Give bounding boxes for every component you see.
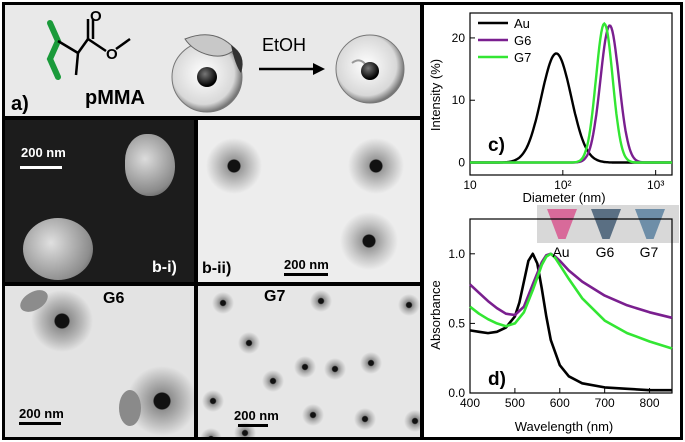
y-tick-label: 1.0 — [448, 247, 465, 261]
tem-particle — [200, 428, 222, 437]
tem-particle — [404, 410, 420, 432]
vials-photo — [537, 205, 679, 243]
scale-label: 200 nm — [21, 145, 66, 160]
particle-after — [335, 34, 405, 104]
panel-b-i: 200 nm b-i) — [2, 117, 197, 285]
panel-d-label: d) — [488, 369, 506, 390]
scale-bar — [20, 166, 62, 169]
vial-label: G6 — [596, 244, 615, 260]
tem-particle — [262, 370, 284, 392]
svg-text:O: O — [90, 11, 102, 25]
x-tick-label: 600 — [550, 396, 570, 410]
series-line-g7 — [469, 252, 673, 350]
panel-a: O O a) pMMA EtOH — [2, 2, 423, 119]
y-axis-label: Absorbance — [428, 280, 443, 349]
panel-b-ii: 200 nm b-ii) — [195, 117, 423, 285]
svg-text:O: O — [106, 46, 118, 63]
tem-particle — [348, 138, 404, 194]
polymer-name: pMMA — [85, 87, 145, 109]
tem-particle — [238, 332, 260, 354]
tem-particle — [340, 212, 398, 270]
arrow-label: EtOH — [262, 35, 307, 55]
scale-bar — [238, 424, 268, 427]
panel-b-ii-label: b-ii) — [202, 260, 232, 277]
plot-frame — [469, 12, 673, 176]
sem-particle — [125, 134, 175, 196]
vial-label: Au — [552, 244, 569, 260]
tem-particle — [398, 294, 420, 316]
x-tick-label: 10 — [463, 178, 477, 192]
y-axis-label: Intensity (%) — [428, 59, 443, 131]
series-line-g7 — [470, 21, 672, 164]
panel-a-label: a) — [11, 93, 29, 115]
y-tick-label: 0 — [458, 156, 465, 170]
panel-g7: G7 200 nm — [195, 283, 423, 440]
panel-b-i-label: b-i) — [152, 259, 177, 276]
tem-particle — [202, 390, 224, 412]
tem-particle — [294, 356, 316, 378]
tem-particle — [302, 404, 324, 426]
x-tick-label: 500 — [505, 396, 525, 410]
panel-g6: G6 200 nm — [2, 283, 197, 440]
y-tick-label: 10 — [452, 93, 466, 107]
scale-bar — [19, 422, 61, 425]
pmma-structure: O O — [46, 11, 131, 80]
tem-particle — [206, 138, 262, 194]
x-tick-label: 10³ — [647, 178, 664, 192]
legend-label: G6 — [514, 33, 531, 48]
x-axis-label: Wavelength (nm) — [515, 419, 614, 434]
tem-particle — [212, 292, 234, 314]
y-tick-label: 20 — [452, 31, 466, 45]
x-tick-label: 800 — [640, 396, 660, 410]
scale-bar — [284, 273, 328, 276]
series-line-g6 — [469, 252, 673, 320]
panel-g7-label: G7 — [264, 288, 286, 305]
chart-d: 400 500 600 700 800 0.0 0.5 1.0 Wavelength (nm)… — [428, 218, 673, 434]
panel-g6-label: G6 — [103, 290, 125, 307]
scale-label: 200 nm — [19, 406, 64, 421]
y-tick-label: 0.5 — [448, 316, 465, 330]
scale-label: 200 nm — [234, 408, 279, 423]
x-tick-label: 700 — [595, 396, 615, 410]
reaction-arrow-icon — [259, 63, 325, 75]
shell-fragment — [119, 390, 141, 426]
series-line-au — [469, 252, 672, 392]
tem-particle — [324, 358, 346, 380]
legend-label: G7 — [514, 50, 531, 65]
y-tick-label: 0.0 — [448, 386, 465, 400]
panel-c-label: c) — [488, 135, 505, 156]
sem-particle — [23, 218, 93, 280]
scale-label: 200 nm — [284, 257, 329, 272]
plot-frame — [469, 218, 673, 394]
legend-label: Au — [514, 16, 530, 31]
tem-particle — [310, 290, 332, 312]
tem-particle — [360, 352, 382, 374]
tem-particle — [354, 408, 376, 430]
x-tick-label: 10² — [554, 178, 571, 192]
vial-label: G7 — [640, 244, 659, 260]
chart-c: 10 10² 10³ 0 10 20 Diameter (nm) Intensity (%… — [428, 12, 673, 205]
particle-before — [171, 34, 243, 113]
x-tick-label: 400 — [460, 396, 480, 410]
x-axis-label: Diameter (nm) — [522, 190, 605, 205]
